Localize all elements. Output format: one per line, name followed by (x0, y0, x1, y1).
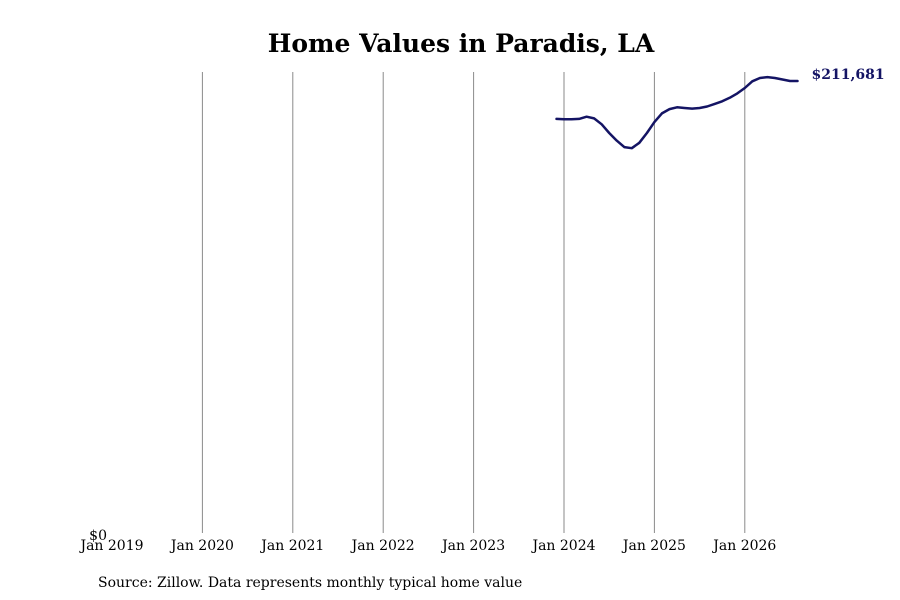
x-tick-label: Jan 2023 (440, 538, 505, 554)
series-line (555, 75, 799, 150)
x-tick-label: Jan 2024 (530, 538, 595, 554)
source-note: Source: Zillow. Data represents monthly … (98, 575, 522, 591)
x-tick-label: Jan 2020 (169, 538, 234, 554)
x-tick-label: Jan 2022 (350, 538, 415, 554)
x-tick-label: Jan 2025 (621, 538, 686, 554)
series-layer: $211,681 (555, 67, 885, 150)
x-tick-label: Jan 2019 (78, 538, 143, 554)
y-tick-label: $0 (89, 528, 107, 544)
chart-title: Home Values in Paradis, LA (268, 29, 655, 58)
y-axis-ticks: $0 (89, 528, 107, 544)
x-tick-label: Jan 2026 (711, 538, 776, 554)
end-value-label: $211,681 (812, 67, 885, 83)
x-tick-label: Jan 2021 (259, 538, 324, 554)
grid-lines (201, 72, 746, 533)
x-axis-ticks: Jan 2019 Jan 2020 Jan 2021 Jan 2022 Jan 2023… (78, 538, 776, 554)
